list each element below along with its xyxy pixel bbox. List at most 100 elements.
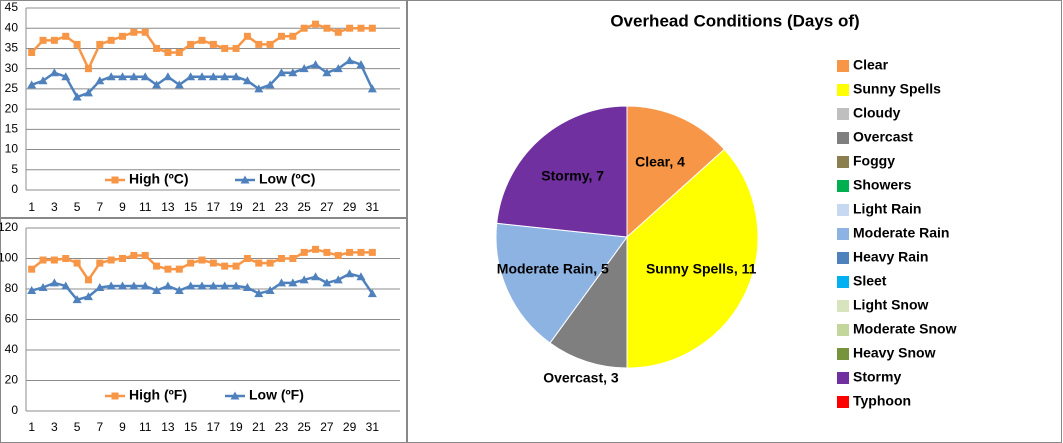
data-point <box>38 282 48 291</box>
data-point <box>129 72 139 81</box>
x-tick-label: 13 <box>161 200 175 214</box>
data-point <box>300 24 308 32</box>
data-point <box>357 248 365 256</box>
data-point <box>49 68 59 77</box>
pie-slice <box>495 222 628 344</box>
data-point <box>346 24 354 32</box>
legend-label: Sleet <box>853 273 887 289</box>
x-tick-label: 11 <box>139 200 152 214</box>
data-point <box>140 281 150 290</box>
legend-swatch <box>837 132 849 144</box>
data-point <box>221 44 229 52</box>
data-point <box>345 56 355 65</box>
data-point <box>107 36 115 44</box>
data-point <box>119 32 127 40</box>
legend-swatch <box>837 180 849 192</box>
legend-label: Low (ºF) <box>249 387 304 403</box>
data-point <box>323 24 331 32</box>
x-tick-label: 25 <box>298 420 312 434</box>
legend-label: Clear <box>853 57 889 73</box>
data-point <box>322 278 332 287</box>
data-point <box>240 175 250 184</box>
data-point <box>265 286 275 295</box>
x-tick-label: 23 <box>275 420 289 434</box>
data-point <box>357 24 365 32</box>
chart-title: Overhead Conditions (Days of) <box>610 11 859 30</box>
pie-slice <box>626 105 726 239</box>
data-point <box>141 251 149 259</box>
data-point <box>118 281 128 290</box>
x-tick-label: 1 <box>28 420 35 434</box>
legend-swatch <box>837 396 849 408</box>
data-point <box>38 76 48 85</box>
data-point <box>27 286 37 295</box>
y-tick-label: 20 <box>5 101 19 115</box>
data-point <box>198 36 206 44</box>
y-tick-label: 10 <box>5 142 19 156</box>
data-point <box>323 248 331 256</box>
data-point <box>83 292 93 301</box>
data-point <box>106 72 116 81</box>
data-point <box>186 281 196 290</box>
legend-swatch <box>837 60 849 72</box>
y-tick-label: 20 <box>5 373 19 387</box>
data-point <box>255 40 263 48</box>
data-point <box>221 262 229 270</box>
data-point <box>345 269 355 278</box>
data-point <box>129 281 139 290</box>
data-point <box>276 68 286 77</box>
data-point <box>197 281 207 290</box>
data-point <box>50 256 58 264</box>
x-tick-label: 17 <box>207 420 221 434</box>
data-point <box>174 80 184 89</box>
data-point <box>208 281 218 290</box>
data-point <box>73 259 81 267</box>
data-point <box>254 84 264 93</box>
data-label: Moderate Rain, 5 <box>497 261 609 277</box>
data-label: Sunny Spells, 11 <box>646 261 757 277</box>
y-tick-label: 80 <box>5 281 19 295</box>
data-point <box>322 68 332 77</box>
y-tick-label: 35 <box>5 41 19 55</box>
legend-label: Light Rain <box>853 201 921 217</box>
data-point <box>232 262 240 270</box>
data-point <box>232 44 240 52</box>
data-point <box>333 64 343 73</box>
data-point <box>39 256 47 264</box>
data-point <box>153 44 161 52</box>
x-tick-label: 1 <box>28 200 35 214</box>
y-tick-label: 25 <box>5 81 19 95</box>
data-point <box>289 32 297 40</box>
x-tick-label: 29 <box>343 200 357 214</box>
data-point <box>266 40 274 48</box>
y-tick-label: 0 <box>11 182 18 196</box>
data-point <box>72 92 82 101</box>
data-point <box>130 251 138 259</box>
data-point <box>209 259 217 267</box>
x-tick-label: 19 <box>229 200 243 214</box>
data-point <box>62 255 70 262</box>
data-point <box>368 248 376 256</box>
data-point <box>141 28 149 36</box>
legend-swatch <box>837 324 849 336</box>
data-point <box>266 259 274 267</box>
legend-label: Moderate Rain <box>853 225 949 241</box>
legend-label: Low (ºC) <box>259 171 315 187</box>
legend-label: Light Snow <box>853 297 929 313</box>
data-point <box>28 265 36 273</box>
data-point <box>163 72 173 81</box>
y-tick-label: 15 <box>5 122 19 136</box>
legend-swatch <box>837 276 849 288</box>
data-point <box>106 281 116 290</box>
data-point <box>231 72 241 81</box>
data-point <box>130 28 138 36</box>
x-tick-label: 3 <box>51 200 58 214</box>
data-point <box>277 32 285 40</box>
data-point <box>334 28 342 36</box>
legend-label: Typhoon <box>853 393 911 409</box>
data-point <box>230 391 240 400</box>
data-point <box>311 60 321 69</box>
data-point <box>197 72 207 81</box>
